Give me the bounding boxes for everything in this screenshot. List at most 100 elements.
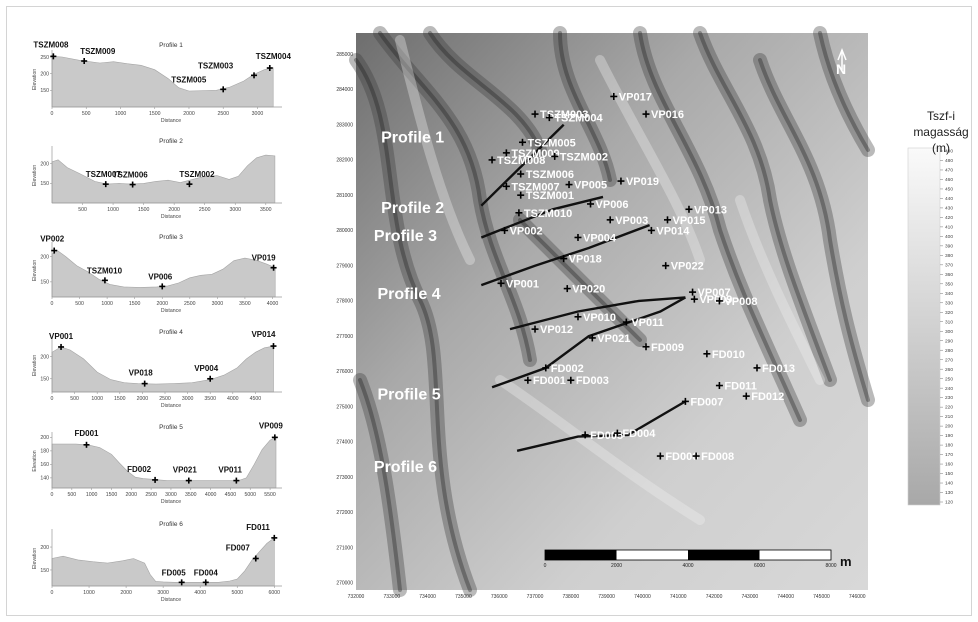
map-station-label: FD005 bbox=[590, 430, 623, 442]
map-station-label: TSZM002 bbox=[560, 151, 608, 163]
map-station-label: FD006 bbox=[665, 451, 698, 463]
legend-colorbar bbox=[908, 148, 940, 505]
map-y-tick-label: 274000 bbox=[336, 440, 353, 446]
map-y-tick-label: 276000 bbox=[336, 369, 353, 375]
map-x-tick-label: 744000 bbox=[777, 594, 794, 600]
map-profile-label: Profile 4 bbox=[377, 286, 440, 303]
legend-tick-label: 120 bbox=[945, 500, 953, 506]
legend-tick-label: 420 bbox=[945, 215, 953, 221]
legend-tick-label: 180 bbox=[945, 443, 953, 449]
legend-tick-label: 160 bbox=[945, 462, 953, 468]
map-x-tick-label: 733000 bbox=[383, 594, 400, 600]
legend-tick-label: 270 bbox=[945, 357, 953, 363]
legend-tick-label: 380 bbox=[945, 253, 953, 259]
map-x-tick-label: 734000 bbox=[419, 594, 436, 600]
map-station-label: VP005 bbox=[574, 180, 607, 192]
map-station-label: FD009 bbox=[651, 342, 684, 354]
scale-bar-segment bbox=[545, 550, 617, 560]
map-station-label: VP001 bbox=[506, 278, 539, 290]
legend: 4904804704604504404304204104003903803703… bbox=[908, 148, 953, 506]
legend-tick-label: 220 bbox=[945, 405, 953, 411]
scale-bar-tick: 4000 bbox=[682, 563, 693, 569]
scale-bar-segment bbox=[688, 550, 760, 560]
map-x-tick-label: 739000 bbox=[598, 594, 615, 600]
map-x-tick-label: 732000 bbox=[348, 594, 365, 600]
legend-title-line2: (m) bbox=[904, 140, 978, 156]
map-x-tick-label: 735000 bbox=[455, 594, 472, 600]
map-y-tick-label: 279000 bbox=[336, 263, 353, 269]
legend-tick-label: 450 bbox=[945, 187, 953, 193]
map-station-label: VP020 bbox=[572, 284, 605, 296]
legend-tick-label: 480 bbox=[945, 158, 953, 164]
map-y-tick-label: 278000 bbox=[336, 299, 353, 305]
map-profile-label: Profile 6 bbox=[374, 459, 437, 476]
map-profile-label: Profile 5 bbox=[377, 387, 440, 404]
map-station-label: FD008 bbox=[701, 451, 734, 463]
map-y-tick-label: 283000 bbox=[336, 122, 353, 128]
legend-tick-label: 460 bbox=[945, 177, 953, 183]
map-station-label: TSZM004 bbox=[554, 113, 603, 125]
map-y-tick-label: 272000 bbox=[336, 510, 353, 516]
map-area: 732000 733000 734000 735000 736000 737000 7380… bbox=[336, 33, 868, 600]
map-x-tick-label: 746000 bbox=[849, 594, 866, 600]
legend-tick-label: 290 bbox=[945, 338, 953, 344]
legend-tick-label: 310 bbox=[945, 319, 953, 325]
map-x-tick-label: 741000 bbox=[670, 594, 687, 600]
map-station-label: VP010 bbox=[583, 312, 616, 324]
map-station-label: VP008 bbox=[724, 296, 757, 308]
legend-tick-label: 370 bbox=[945, 262, 953, 268]
map-station-label: VP021 bbox=[597, 333, 630, 345]
legend-tick-label: 190 bbox=[945, 433, 953, 439]
map-station-label: VP002 bbox=[510, 225, 543, 237]
map-station-label: FD004 bbox=[622, 428, 656, 440]
map-x-tick-label: 737000 bbox=[527, 594, 544, 600]
map-station-label: VP019 bbox=[626, 176, 659, 188]
scale-bar-unit: m bbox=[840, 554, 852, 569]
map-y-tick-label: 281000 bbox=[336, 193, 353, 199]
legend-tick-label: 330 bbox=[945, 300, 953, 306]
map-station-label: VP006 bbox=[596, 199, 629, 211]
legend-tick-label: 280 bbox=[945, 348, 953, 354]
map-x-tick-label: 740000 bbox=[634, 594, 651, 600]
map-station-label: TSZM006 bbox=[526, 169, 574, 181]
legend-tick-label: 360 bbox=[945, 272, 953, 278]
map-station-label: FD002 bbox=[551, 363, 584, 375]
map-station-label: TSZM001 bbox=[526, 190, 574, 202]
map-x-tick-label: 743000 bbox=[742, 594, 759, 600]
map-station-label: VP017 bbox=[619, 91, 652, 103]
legend-tick-label: 250 bbox=[945, 376, 953, 382]
legend-tick-label: 400 bbox=[945, 234, 953, 240]
map-station-label: FD003 bbox=[576, 375, 609, 387]
legend-tick-label: 430 bbox=[945, 206, 953, 212]
map-y-tick-label: 277000 bbox=[336, 334, 353, 340]
map-y-tick-label: 270000 bbox=[336, 581, 353, 587]
map-station-label: VP004 bbox=[583, 232, 617, 244]
map-station-label: FD012 bbox=[751, 391, 784, 403]
scale-bar-tick: 8000 bbox=[825, 563, 836, 569]
legend-tick-label: 410 bbox=[945, 224, 953, 230]
map-station-label: VP011 bbox=[631, 317, 663, 329]
legend-tick-label: 240 bbox=[945, 386, 953, 392]
map-x-tick-label: 738000 bbox=[562, 594, 579, 600]
legend-tick-label: 140 bbox=[945, 481, 953, 487]
map-x-tick-label: 736000 bbox=[491, 594, 508, 600]
map-profile-label: Profile 1 bbox=[381, 129, 444, 146]
map-profile-label: Profile 3 bbox=[374, 228, 437, 245]
map-station-label: TSZM008 bbox=[497, 155, 545, 167]
legend-title: Tszf-i magasság (m) bbox=[904, 108, 978, 156]
map-y-tick-label: 285000 bbox=[336, 52, 353, 58]
legend-title-line1: Tszf-i magasság bbox=[904, 108, 978, 140]
scale-bar-tick: 6000 bbox=[754, 563, 765, 569]
legend-tick-label: 200 bbox=[945, 424, 953, 430]
legend-tick-label: 300 bbox=[945, 329, 953, 335]
map-station-label: FD007 bbox=[690, 396, 723, 408]
map-station-label: TSZM010 bbox=[524, 208, 572, 220]
legend-tick-label: 260 bbox=[945, 367, 953, 373]
legend-tick-label: 350 bbox=[945, 281, 953, 287]
map-station-label: VP016 bbox=[651, 109, 684, 121]
map-y-tick-label: 273000 bbox=[336, 475, 353, 481]
map-station-label: FD010 bbox=[712, 349, 745, 361]
map-station-label: FD001 bbox=[533, 375, 566, 387]
legend-tick-label: 230 bbox=[945, 395, 953, 401]
map-y-tick-label: 284000 bbox=[336, 87, 353, 93]
